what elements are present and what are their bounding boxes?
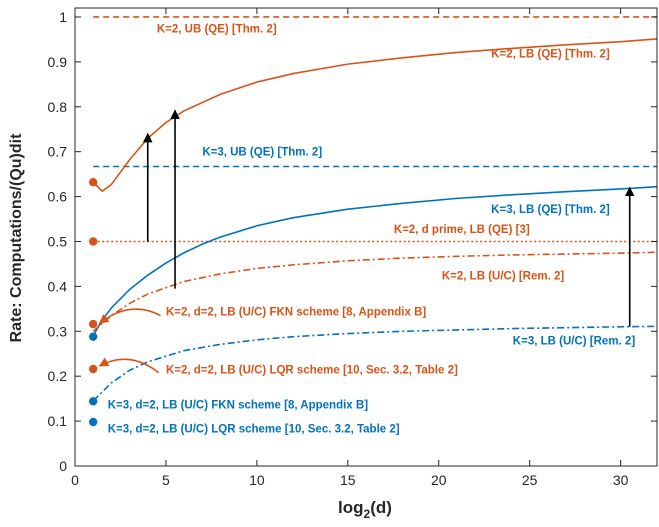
data-point-3 bbox=[88, 319, 98, 329]
x-axis-label-subscript: 2 bbox=[364, 507, 371, 521]
y-tick-label: 0.5 bbox=[48, 233, 68, 249]
data-point-2 bbox=[88, 237, 98, 246]
x-tick-label: 15 bbox=[340, 472, 356, 488]
annotation-1: K=2, UB (QE) [Thm. 2] bbox=[157, 24, 277, 36]
annotation-3: K=3, UB (QE) [Thm. 2] bbox=[202, 146, 322, 158]
x-axis-label-base: log bbox=[338, 498, 364, 517]
series-line-6 bbox=[92, 251, 658, 332]
annotation-4: K=3, LB (QE) [Thm. 2] bbox=[491, 204, 610, 216]
y-tick-label: 0.1 bbox=[48, 413, 68, 429]
x-tick-label: 10 bbox=[249, 472, 265, 488]
y-tick-label: 0.9 bbox=[48, 54, 68, 70]
series-layer bbox=[92, 16, 658, 402]
x-tick-label: 25 bbox=[522, 472, 538, 488]
data-point-1 bbox=[88, 178, 98, 187]
point-layer bbox=[88, 178, 98, 427]
annotation-layer: K=2, UB (QE) [Thm. 2] K=2, LB (QE) [Thm. … bbox=[108, 24, 636, 436]
series-line-5 bbox=[92, 185, 658, 337]
annotation-7: K=2, d=2, LB (U/C) FKN scheme [8, Append… bbox=[166, 307, 426, 319]
y-tick-label: 0 bbox=[59, 458, 67, 474]
y-tick-label: 0.6 bbox=[48, 189, 68, 205]
y-tick-label: 0.4 bbox=[48, 278, 68, 294]
curved-pointer-2 bbox=[98, 357, 160, 374]
y-tick-label: 0.3 bbox=[48, 323, 68, 339]
y-tick-label: 0.2 bbox=[48, 368, 68, 384]
annotation-6: K=2, LB (U/C) [Rem. 2] bbox=[442, 271, 565, 283]
x-tick-label: 0 bbox=[71, 472, 79, 488]
annotation-5: K=2, d prime, LB (QE) [3] bbox=[394, 224, 530, 236]
axes-box bbox=[74, 7, 658, 467]
series-line-7 bbox=[92, 325, 658, 402]
y-tick-label: 1 bbox=[59, 9, 67, 25]
arrow-layer bbox=[98, 109, 635, 374]
x-tick-label: 5 bbox=[162, 472, 170, 488]
x-axis-label: log2(d) bbox=[338, 498, 392, 521]
annotation-10: K=3, d=2, LB (U/C) FKN scheme [8, Append… bbox=[108, 400, 368, 412]
annotation-9: K=2, d=2, LB (U/C) LQR scheme [10, Sec. … bbox=[166, 365, 458, 377]
y-axis-label: Rate: Computations/(Qu)dit bbox=[8, 133, 25, 343]
curved-pointer-1 bbox=[98, 308, 161, 324]
annotation-8: K=3, LB (U/C) [Rem. 2] bbox=[513, 335, 636, 347]
plot-background bbox=[75, 8, 657, 466]
x-tick-label: 30 bbox=[613, 472, 629, 488]
y-tick-label: 0.7 bbox=[48, 144, 68, 160]
data-point-6 bbox=[88, 397, 98, 406]
annotation-11: K=3, d=2, LB (U/C) LQR scheme [10, Sec. … bbox=[108, 423, 400, 435]
x-tick-label: 20 bbox=[431, 472, 447, 488]
y-tick-label: 0.8 bbox=[48, 99, 68, 115]
data-point-5 bbox=[88, 364, 98, 374]
x-axis-label-tail: (d) bbox=[370, 498, 392, 517]
series-line-4 bbox=[92, 38, 658, 192]
annotation-2: K=2, LB (QE) [Thm. 2] bbox=[491, 48, 610, 60]
axes: 0 5 10 15 20 25 30 0 0.1 0.2 0.3 0.4 0.5 0.6 0.7 0.8 0.9… bbox=[48, 7, 658, 488]
data-point-4 bbox=[88, 332, 98, 341]
data-point-7 bbox=[88, 417, 98, 427]
